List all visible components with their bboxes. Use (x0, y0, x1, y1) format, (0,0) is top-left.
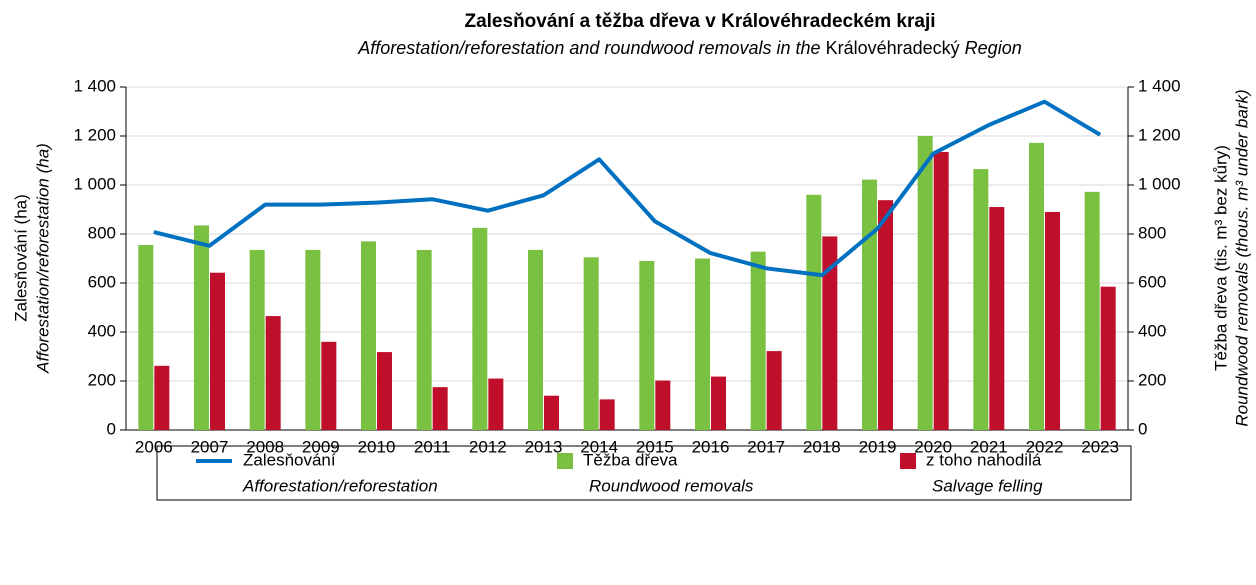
legend-label: Těžba dřeva (583, 450, 678, 469)
y2-tick-label: 400 (1138, 321, 1166, 340)
bar (1029, 142, 1044, 431)
x-tick-label: 2009 (302, 437, 340, 456)
legend-swatch (557, 453, 573, 469)
bar (1084, 191, 1100, 430)
y-axis-label: Zalesňování (ha) (11, 194, 30, 322)
y2-tick-label: 1 400 (1138, 76, 1181, 95)
y-tick-label: 1 000 (73, 174, 116, 193)
subtitle-part: Královéhradecký (826, 38, 960, 58)
bar (432, 387, 448, 430)
legend-swatch (900, 453, 916, 469)
y-tick-label: 0 (107, 419, 116, 438)
legend-label: Afforestation/reforestation (242, 476, 438, 495)
bar (822, 236, 838, 430)
x-tick-label: 2013 (525, 437, 563, 456)
x-tick-label: 2017 (747, 437, 785, 456)
x-tick-label: 2007 (191, 437, 229, 456)
legend-label: z toho nahodilá (926, 450, 1042, 469)
chart-subtitle: Afforestation/reforestation and roundwoo… (357, 38, 1021, 58)
bar (544, 395, 559, 430)
y-tick-label: 1 200 (73, 125, 116, 144)
y2-tick-label: 600 (1138, 272, 1166, 291)
y-tick-label: 800 (88, 223, 116, 242)
bar (917, 136, 933, 430)
bar (973, 169, 989, 430)
y2-axis-label: Těžba dřeva (tis. m³ bez kůry) (1211, 145, 1230, 371)
bar (416, 249, 432, 430)
x-tick-label: 2014 (580, 437, 618, 456)
bar (806, 194, 822, 430)
bar (639, 260, 655, 430)
bar (711, 376, 726, 430)
y-axis-label: Afforestation/reforestation (ha) (33, 143, 52, 374)
x-tick-label: 2011 (414, 437, 451, 456)
x-tick-label: 2008 (246, 437, 284, 456)
bar (989, 207, 1005, 430)
y2-tick-label: 1 200 (1138, 125, 1181, 144)
bar (878, 200, 893, 430)
bar (655, 380, 671, 430)
y2-tick-label: 200 (1138, 370, 1166, 389)
x-tick-label: 2021 (970, 437, 1008, 456)
x-tick-label: 2010 (358, 437, 396, 456)
bar (194, 225, 209, 430)
bar (488, 378, 504, 430)
bar (1045, 211, 1060, 430)
y2-axis-label: Roundwood removals (thous. m³ under bark… (1232, 89, 1251, 426)
x-tick-label: 2012 (469, 437, 507, 456)
legend-label: Zalesňování (243, 450, 336, 469)
x-tick-label: 2020 (914, 437, 952, 456)
x-tick-label: 2006 (135, 437, 173, 456)
bar (695, 258, 710, 430)
bar (305, 249, 321, 430)
bar (472, 227, 488, 430)
y-tick-label: 600 (88, 272, 116, 291)
bar (249, 249, 265, 430)
bar (766, 351, 782, 430)
bar (528, 249, 543, 430)
legend-label: Roundwood removals (589, 476, 754, 495)
bar (599, 399, 615, 430)
y-tick-label: 1 400 (73, 76, 116, 95)
x-tick-label: 2015 (636, 437, 674, 456)
x-tick-label: 2016 (692, 437, 730, 456)
bar (321, 341, 337, 430)
y2-tick-label: 0 (1138, 419, 1147, 438)
line (153, 99, 1102, 278)
bar (583, 257, 599, 430)
bar (933, 151, 949, 431)
x-tick-label: 2022 (1026, 437, 1064, 456)
bar (862, 179, 877, 430)
bar (210, 272, 225, 430)
subtitle-part: Afforestation/reforestation and roundwoo… (357, 38, 820, 58)
bar (265, 316, 281, 430)
x-tick-label: 2018 (803, 437, 841, 456)
x-tick-label: 2023 (1081, 437, 1119, 456)
x-tick-label: 2019 (859, 437, 897, 456)
y-tick-label: 400 (88, 321, 116, 340)
bar (377, 352, 392, 430)
y-tick-label: 200 (88, 370, 116, 389)
bar (750, 251, 766, 430)
bar (154, 365, 170, 430)
legend-box (156, 445, 1132, 501)
subtitle-part: Region (965, 38, 1022, 58)
y2-tick-label: 800 (1138, 223, 1166, 242)
chart-title: Zalesňování a těžba dřeva v Královéhrade… (464, 11, 935, 32)
bar (361, 241, 376, 430)
y2-tick-label: 1 000 (1138, 174, 1181, 193)
bar (138, 245, 154, 430)
bar (1100, 286, 1116, 430)
legend-label: Salvage felling (932, 476, 1043, 495)
